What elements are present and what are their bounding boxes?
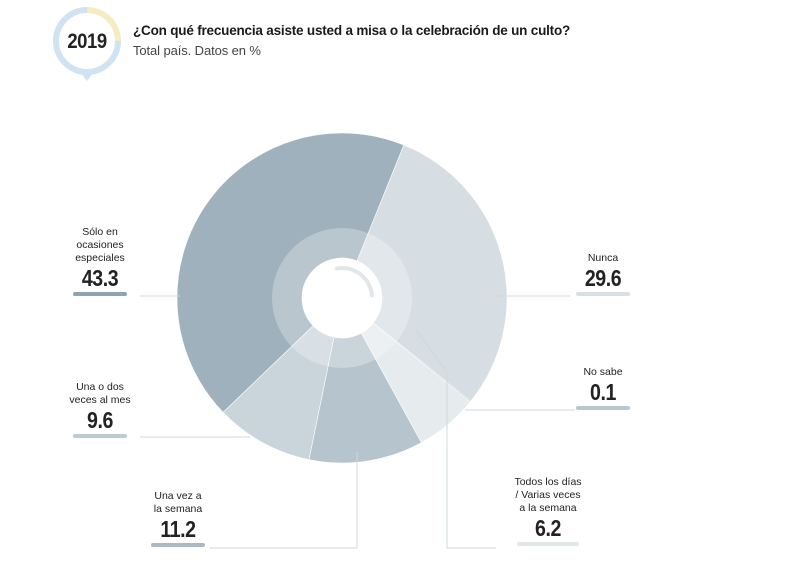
- bar-todos-los-dias: [517, 542, 579, 546]
- year-badge: 2019: [52, 6, 124, 82]
- bar-solo-en-ocasiones: [73, 292, 127, 296]
- value-una-o-dos: 9.6: [87, 407, 113, 433]
- label-no-sabe-text: No sabe: [583, 366, 623, 378]
- label-solo-line2: ocasiones: [76, 239, 124, 251]
- chart-subtitle: Total país. Datos en %: [133, 43, 261, 58]
- label-todos-line2: / Varias veces: [515, 489, 581, 501]
- label-todos-line1: Todos los días: [514, 476, 582, 488]
- label-solo-line1: Sólo en: [82, 226, 118, 238]
- value-una-vez: 11.2: [160, 516, 196, 542]
- label-solo-en-ocasiones: Sólo en ocasiones especiales 43.3: [62, 226, 138, 296]
- value-no-sabe: 0.1: [590, 379, 616, 405]
- bar-no-sabe: [576, 406, 630, 410]
- label-nunca-text: Nunca: [587, 252, 619, 264]
- label-una-o-dos-line1: Una o dos: [76, 381, 124, 393]
- label-no-sabe: No sabe 0.1: [568, 366, 638, 410]
- bar-una-vez: [151, 543, 205, 547]
- label-una-vez: Una vez a la semana 11.2: [140, 490, 216, 547]
- leader-una-vez: [210, 452, 358, 549]
- label-nunca: Nunca 29.6: [568, 252, 638, 296]
- value-todos-los-dias: 6.2: [535, 515, 561, 541]
- label-todos-los-dias: Todos los días / Varias veces a la seman…: [496, 476, 600, 546]
- label-una-vez-line1: Una vez a: [154, 490, 202, 502]
- label-una-vez-line2: la semana: [153, 503, 203, 515]
- label-solo-line3: especiales: [75, 252, 125, 264]
- value-solo-en-ocasiones: 43.3: [81, 265, 119, 291]
- chart-title: ¿Con qué frecuencia asiste usted a misa …: [133, 23, 571, 38]
- label-todos-line3: a la semana: [519, 502, 577, 514]
- leader-todos-los-dias: [415, 329, 496, 549]
- bar-nunca: [576, 292, 630, 296]
- bar-una-o-dos: [73, 434, 127, 438]
- badge-ring-icon: [53, 7, 121, 81]
- year-label: 2019: [67, 30, 107, 53]
- label-una-o-dos: Una o dos veces al mes 9.6: [56, 381, 144, 438]
- label-una-o-dos-line2: veces al mes: [69, 394, 131, 406]
- donut-hole: [302, 258, 382, 338]
- value-nunca: 29.6: [584, 265, 622, 291]
- center-arc-icon: [334, 266, 374, 298]
